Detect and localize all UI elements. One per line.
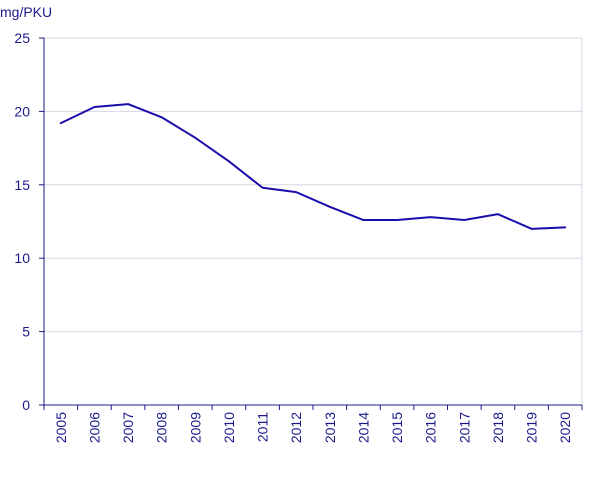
x-tick-label: 2009: [187, 412, 203, 443]
x-tick-label: 2013: [322, 412, 338, 443]
x-axis-ticks: 2005 2006 2007 2008 2009 2010 2011 2012 2013 2014…: [43, 405, 583, 443]
x-tick-label: 2006: [86, 412, 102, 443]
x-tick-label: 2014: [355, 412, 371, 443]
y-tick-label: 25: [14, 30, 30, 46]
gridlines: [44, 37, 583, 405]
x-tick-label: 2019: [524, 412, 540, 443]
y-tick-label: 0: [22, 397, 30, 413]
x-tick-label: 2008: [154, 412, 170, 443]
y-tick-label: 20: [14, 103, 30, 119]
x-tick-label: 2020: [557, 412, 573, 443]
y-tick-label: 5: [22, 324, 30, 340]
x-tick-label: 2005: [53, 412, 69, 443]
x-tick-label: 2012: [288, 412, 304, 443]
y-tick-label: 15: [14, 177, 30, 193]
x-tick-label: 2018: [490, 412, 506, 443]
x-tick-label: 2016: [423, 412, 439, 443]
x-tick-label: 2007: [120, 412, 136, 443]
y-axis-ticks: 0 5 10 15 20 25: [14, 30, 44, 413]
x-tick-label: 2017: [456, 412, 472, 443]
series-line-0: [59, 103, 567, 230]
x-tick-label: 2011: [255, 412, 271, 442]
x-tick-label: 2015: [389, 412, 405, 443]
series-group: [59, 103, 567, 230]
y-axis-unit-label: mg/PKU: [0, 4, 52, 20]
x-tick-label: 2010: [221, 412, 237, 443]
y-tick-label: 10: [14, 250, 30, 266]
